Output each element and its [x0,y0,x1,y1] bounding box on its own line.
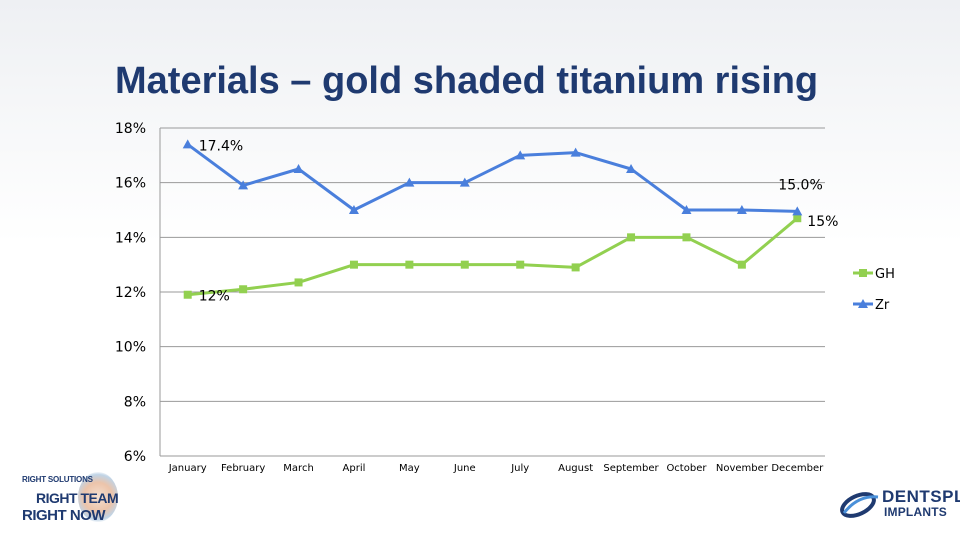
x-tick-label: July [510,463,529,474]
data-point-zr [515,150,526,160]
y-tick-label: 8% [124,394,146,410]
series-line-gh [187,217,799,297]
data-point-zr [736,205,747,214]
y-tick-label: 18% [115,121,146,137]
x-tick-label: August [558,463,593,474]
data-point-zr [404,177,415,187]
swirl-graphic [78,472,118,522]
data-point-zr [792,206,803,216]
y-tick-label: 14% [115,230,146,246]
x-tick-label: March [283,463,313,474]
data-label: 15% [807,214,838,230]
brand-name: DENTSPLY [882,487,960,506]
data-point-zr [348,205,359,214]
dentsply-mark-icon [840,492,879,518]
data-point-gh [460,260,469,269]
x-tick-label: September [603,463,659,474]
data-point-gh [682,233,691,242]
logo-line-2: RIGHT TEAM [36,490,119,506]
y-tick-label: 12% [115,285,146,301]
data-point-zr [238,180,249,190]
logo-line-3: RIGHT NOW [22,507,106,524]
data-point-gh [239,285,248,294]
y-tick-label: 6% [124,449,146,465]
data-point-zr [681,205,692,214]
series-line-zr [186,143,798,213]
x-tick-label: June [453,463,476,474]
x-tick-label: October [666,463,707,474]
x-tick-label: February [221,463,265,474]
y-tick-label: 16% [115,176,146,192]
data-point-gh [571,263,580,272]
data-label: 15.0% [778,177,822,193]
data-label: 17.4% [199,138,243,154]
data-point-zr [293,164,304,173]
x-tick-label: January [168,463,207,474]
x-tick-label: November [716,463,769,474]
x-tick-label: May [399,463,420,474]
data-point-gh [405,260,414,269]
data-point-zr [182,139,193,149]
x-tick-label: April [343,463,366,474]
legend-label-zr: Zr [875,298,890,313]
data-point-gh [294,278,303,287]
data-point-gh [349,260,358,269]
data-point-gh [793,214,802,223]
x-tick-label: December [771,463,824,474]
y-tick-label: 10% [115,340,146,356]
data-label: 12% [199,289,230,305]
dentsply-logo: DENTSPLY IMPLANTS [838,485,960,525]
data-point-zr [626,164,637,173]
data-point-zr [459,177,470,187]
data-point-gh [627,233,636,242]
brand-sub: IMPLANTS [884,505,947,519]
data-point-zr [570,147,581,157]
legend-marker-zr [858,299,868,308]
data-point-gh [737,260,746,269]
slide-title: Materials – gold shaded titanium rising [115,60,819,102]
data-point-gh [516,260,525,269]
logo-line-1: RIGHT SOLUTIONS [22,475,93,484]
legend-label-gh: GH [875,267,895,282]
legend-marker-gh [859,269,867,277]
right-solutions-logo: RIGHT SOLUTIONS RIGHT TEAM RIGHT NOW [20,470,120,530]
data-point-gh [183,290,192,299]
